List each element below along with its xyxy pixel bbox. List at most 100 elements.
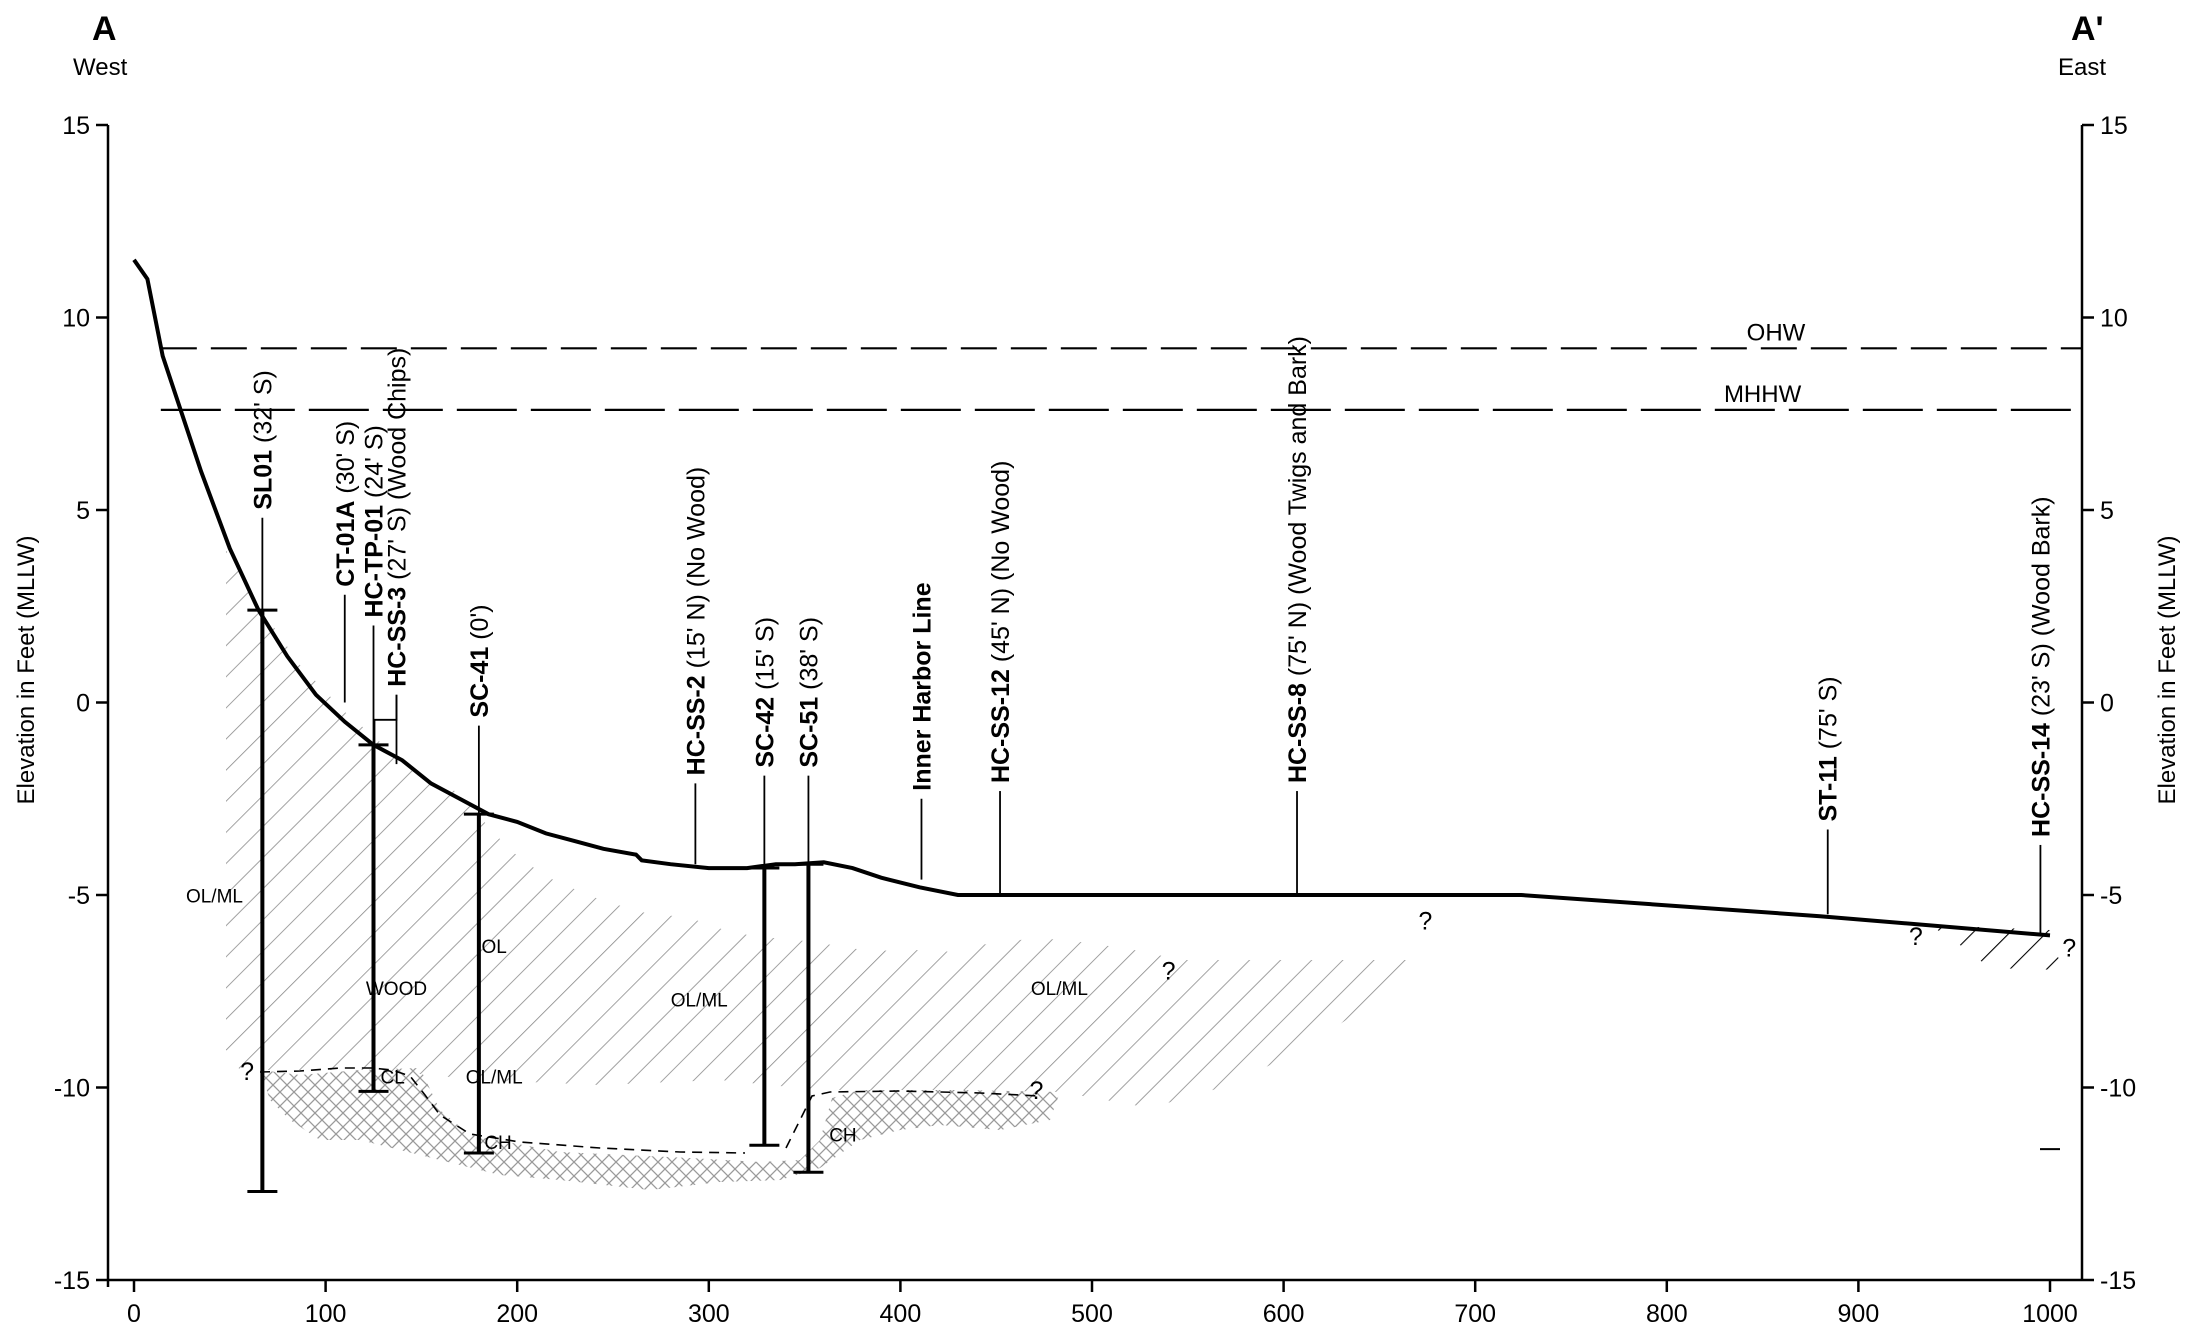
y-tick-label-left: 5 xyxy=(76,497,90,525)
olml-hatch-region xyxy=(226,550,1420,1108)
sample-id: HC-SS-3 xyxy=(383,587,411,687)
sample-label: SC-51 (38' S) xyxy=(795,617,823,768)
sample-label: HC-SS-14 (23' S) (Wood Bark) xyxy=(2027,496,2055,837)
sample-note: (75' S) xyxy=(1815,676,1843,756)
x-tick-label: 0 xyxy=(127,1300,141,1328)
water-level-label: OHW xyxy=(1747,319,1806,346)
y-tick-label-left: -15 xyxy=(54,1267,90,1295)
y-axis-label-left: Elevation in Feet (MLLW) xyxy=(13,536,40,805)
y-tick-label-right: 5 xyxy=(2100,497,2114,525)
x-tick-label: 200 xyxy=(496,1300,538,1328)
sample-note: (27' S) (Wood Chips) xyxy=(383,348,411,587)
sample-note: (38' S) xyxy=(795,617,823,697)
sample-note: (24' S) xyxy=(361,425,389,505)
section-end-label: A' xyxy=(2071,10,2104,48)
sample-note: (45' N) (No Wood) xyxy=(987,461,1015,670)
clay-hatch-region xyxy=(260,1068,1060,1190)
sample-note: (30' S) xyxy=(332,421,360,501)
y-tick-label-right: 10 xyxy=(2100,305,2128,333)
east-label: East xyxy=(2058,54,2106,81)
x-tick-label: 400 xyxy=(880,1300,922,1328)
y-tick-label-left: 15 xyxy=(62,112,90,140)
sample-id: HC-TP-01 xyxy=(361,505,389,618)
sample-id: SC-51 xyxy=(795,697,823,768)
sample-leader-jog xyxy=(373,694,398,765)
y-tick-label-right: -10 xyxy=(2100,1075,2136,1103)
sample-id: SL01 xyxy=(249,450,277,510)
sample-label: CT-01A (30' S) xyxy=(332,421,360,587)
sample-locations: SL01 (32' S) CT-01A (30' S)HC-TP-01 (24' … xyxy=(247,336,2055,1193)
section-start-label: A xyxy=(92,10,117,48)
sample-id: HC-SS-8 xyxy=(1284,683,1312,783)
sample-location: HC-SS-2 (15' N) (No Wood) xyxy=(682,467,710,865)
x-tick-label: 800 xyxy=(1646,1300,1688,1328)
y-tick-label-right: -5 xyxy=(2100,882,2122,910)
uncertain-contact-mark: ? xyxy=(240,1058,254,1086)
sample-label: Inner Harbor Line xyxy=(908,582,936,790)
sample-location: SC-41 (0') xyxy=(463,604,494,1155)
water-level-label: MHHW xyxy=(1724,381,1802,408)
sample-location: Inner Harbor Line xyxy=(908,582,936,880)
soil-label: OL/ML xyxy=(671,991,728,1012)
y-tick-label-left: 10 xyxy=(62,305,90,333)
sample-id: HC-SS-2 xyxy=(682,675,710,775)
soil-label: OL xyxy=(482,937,507,958)
sample-label: HC-SS-8 (75' N) (Wood Twigs and Bark) xyxy=(1284,336,1312,783)
soil-label: WOOD xyxy=(366,979,427,1000)
sample-location: HC-TP-01 (24' S) xyxy=(358,425,389,1093)
sample-location: HC-SS-8 (75' N) (Wood Twigs and Bark) xyxy=(1284,336,1312,895)
sample-id: SC-41 xyxy=(466,647,494,718)
sample-location: HC-SS-12 (45' N) (No Wood) xyxy=(987,461,1015,895)
sample-note: (15' S) xyxy=(751,617,779,697)
sample-id: HC-SS-12 xyxy=(987,669,1015,783)
y-tick-label-left: 0 xyxy=(76,690,90,718)
sample-label: HC-SS-2 (15' N) (No Wood) xyxy=(682,467,710,776)
sample-label: SC-41 (0') xyxy=(466,604,494,717)
x-tick-label: 500 xyxy=(1071,1300,1113,1328)
water-levels: OHW MHHW xyxy=(160,319,2082,411)
west-label: West xyxy=(73,54,128,81)
soil-label: CH xyxy=(829,1125,856,1146)
sample-note: (23' S) (Wood Bark) xyxy=(2027,496,2055,723)
soil-label: CL xyxy=(381,1068,405,1089)
x-tick-label: 300 xyxy=(688,1300,730,1328)
sample-label: HC-SS-3 (27' S) (Wood Chips) xyxy=(383,348,411,687)
y-axis-label-right: Elevation in Feet (MLLW) xyxy=(2154,536,2181,805)
uncertain-contact-mark: ? xyxy=(1418,908,1432,936)
sample-label: HC-SS-12 (45' N) (No Wood) xyxy=(987,461,1015,783)
sample-location: HC-SS-3 (27' S) (Wood Chips) xyxy=(383,348,411,765)
soil-label: OL/ML xyxy=(186,887,243,908)
y-tick-label-left: -5 xyxy=(68,882,90,910)
sample-location: HC-SS-14 (23' S) (Wood Bark) xyxy=(2027,496,2055,934)
sample-location: SC-42 (15' S) xyxy=(749,617,780,1147)
mudline-profile xyxy=(132,258,2051,938)
clay-contact-line-west xyxy=(259,1067,746,1154)
sample-location: CT-01A (30' S) xyxy=(332,421,360,703)
question-marks: ?????? xyxy=(240,908,2076,1105)
x-tick-label: 1000 xyxy=(2022,1300,2078,1328)
uncertain-contact-mark: ? xyxy=(1162,958,1176,986)
y-tick-label-right: 15 xyxy=(2100,112,2128,140)
sample-label: HC-TP-01 (24' S) xyxy=(361,425,389,617)
sample-id: CT-01A xyxy=(332,501,360,587)
y-tick-label-right: -15 xyxy=(2100,1267,2136,1295)
sample-location: SL01 (32' S) xyxy=(247,370,278,1193)
sample-note: (0') xyxy=(466,604,494,646)
x-tick-label: 700 xyxy=(1454,1300,1496,1328)
soil-label: OL/ML xyxy=(1031,979,1088,1000)
uncertain-contact-mark: ? xyxy=(2062,935,2076,963)
sample-id: SC-42 xyxy=(751,697,779,768)
east-wood-hatch xyxy=(1930,925,2062,970)
clay-contact-line-east xyxy=(785,1090,1041,1149)
x-tick-label: 900 xyxy=(1838,1300,1880,1328)
sample-note: (75' N) (Wood Twigs and Bark) xyxy=(1284,336,1312,683)
soil-label: OL/ML xyxy=(466,1068,523,1089)
sample-note: (32' S) xyxy=(249,370,277,450)
sample-location: ST-11 (75' S) xyxy=(1815,676,1843,915)
sample-id: ST-11 xyxy=(1815,756,1843,821)
uncertain-contact-mark: ? xyxy=(1909,923,1923,951)
sample-label: SC-42 (15' S) xyxy=(751,617,779,768)
y-tick-label-right: 0 xyxy=(2100,690,2114,718)
